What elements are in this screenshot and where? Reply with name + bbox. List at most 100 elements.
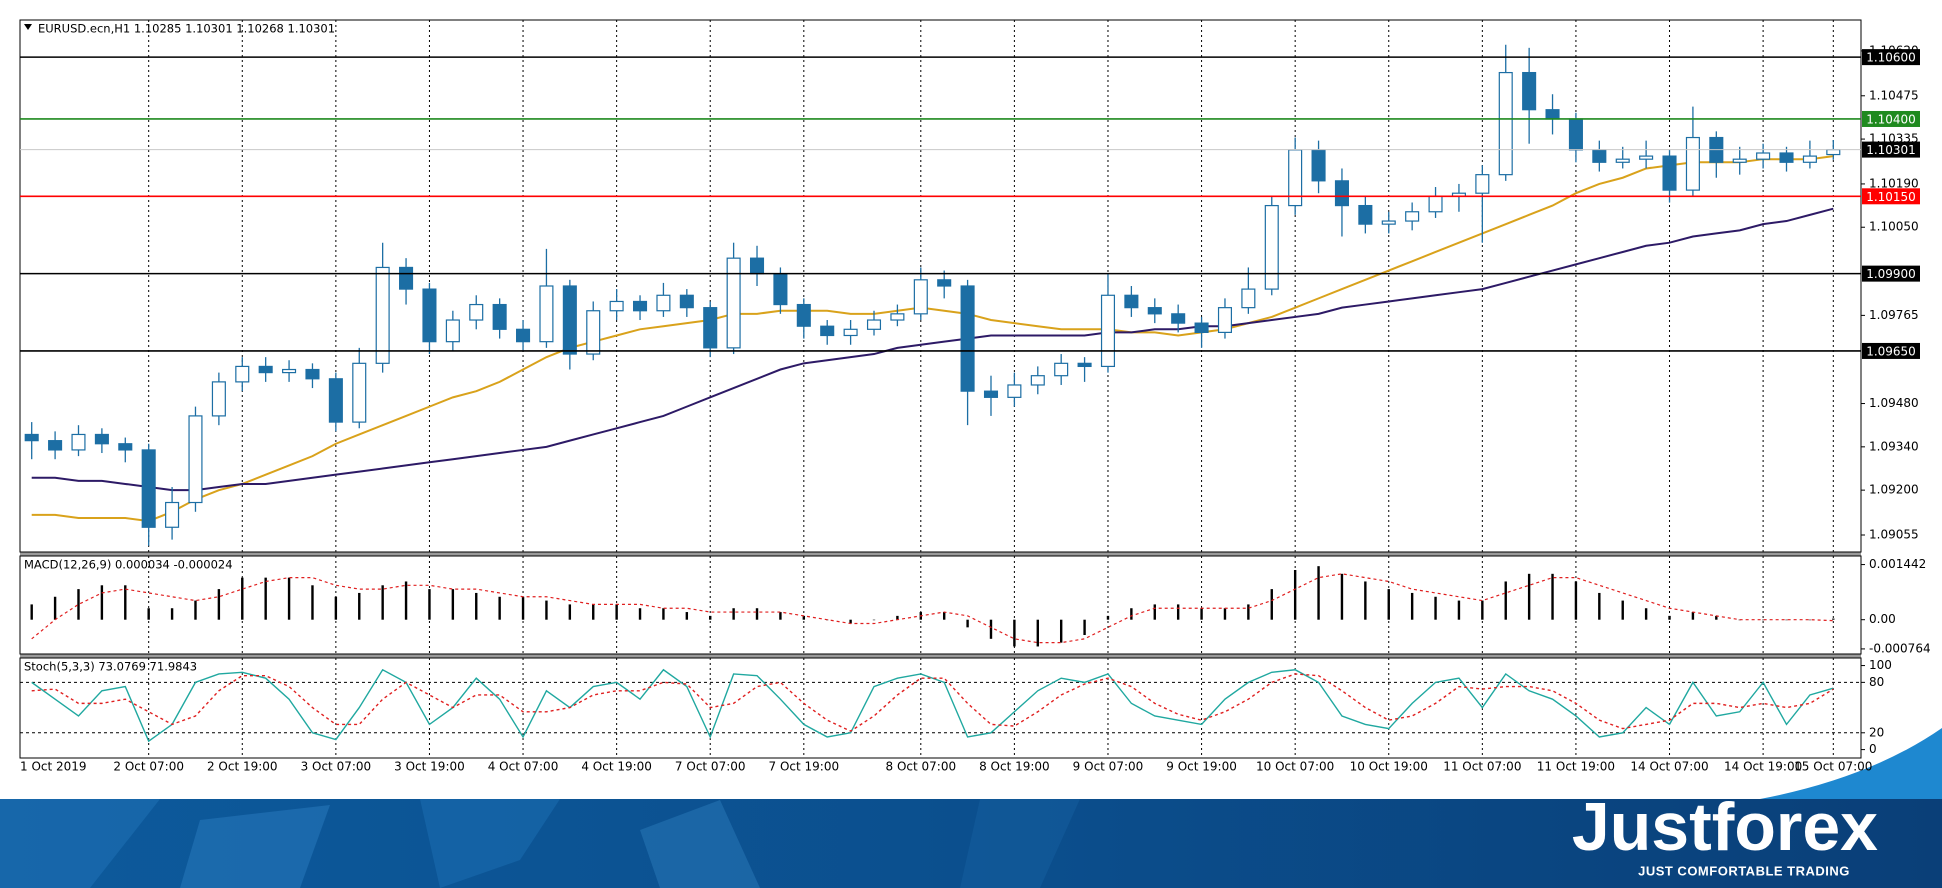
macd-bar bbox=[264, 577, 267, 620]
candle-body bbox=[1685, 136, 1700, 191]
macd-bar bbox=[475, 592, 478, 620]
macd-bar bbox=[1223, 608, 1227, 620]
x-tick-label: 7 Oct 07:00 bbox=[675, 760, 746, 774]
macd-bar bbox=[1457, 600, 1461, 620]
x-tick-label: 9 Oct 19:00 bbox=[1166, 760, 1237, 774]
level-label: 1.10150 bbox=[1866, 190, 1916, 204]
candle-body bbox=[48, 440, 63, 451]
candle-body bbox=[1498, 71, 1513, 176]
macd-bar bbox=[1668, 615, 1671, 620]
swoosh bbox=[1760, 728, 1942, 799]
level-box bbox=[1862, 342, 1920, 359]
stoch-line bbox=[31, 668, 1834, 743]
macd-bar bbox=[1644, 608, 1648, 620]
candle-body bbox=[24, 433, 39, 442]
macd-bar bbox=[498, 596, 501, 620]
macd-bar bbox=[1761, 619, 1765, 621]
macd-bar bbox=[1270, 589, 1273, 620]
x-tick-label: 4 Oct 19:00 bbox=[581, 760, 652, 774]
macd-bar bbox=[311, 585, 314, 620]
macd-bar bbox=[1317, 566, 1320, 620]
macd-bar bbox=[404, 581, 408, 620]
y-tick-label: 1.09055 bbox=[1869, 527, 1919, 541]
macd-bar bbox=[334, 596, 338, 620]
macd-bar bbox=[358, 592, 361, 620]
panel-title: MACD(12,26,9) 0.000034 -0.000024 bbox=[24, 558, 233, 572]
candle-body bbox=[399, 266, 414, 290]
macd-bar bbox=[1785, 619, 1788, 621]
macd-bar bbox=[615, 604, 618, 620]
candle-body bbox=[773, 273, 788, 306]
level-label: 1.10600 bbox=[1866, 51, 1916, 65]
candle-body bbox=[492, 303, 507, 330]
candle-body bbox=[1124, 294, 1139, 309]
candle-body bbox=[1030, 375, 1045, 386]
candle-body bbox=[866, 319, 882, 330]
candle-body bbox=[1756, 152, 1771, 160]
candle-body bbox=[1381, 220, 1396, 225]
candle-body bbox=[796, 303, 811, 327]
candle-body bbox=[1428, 195, 1443, 213]
x-tick-label: 2 Oct 07:00 bbox=[113, 760, 184, 774]
candle-body bbox=[165, 501, 180, 528]
candle-body bbox=[1007, 384, 1022, 398]
candle-body bbox=[1288, 149, 1303, 207]
tagline: JUST COMFORTABLE TRADING bbox=[1638, 863, 1850, 878]
macd-bar bbox=[638, 608, 642, 620]
banner-shape bbox=[180, 805, 330, 888]
candle-body bbox=[1241, 288, 1256, 309]
stoch-line bbox=[31, 673, 1834, 732]
macd-bar bbox=[521, 596, 525, 620]
y-tick-label: 0.001442 bbox=[1869, 557, 1926, 571]
y-tick-label: 80 bbox=[1869, 675, 1884, 689]
candle-body bbox=[609, 300, 624, 312]
macd-bar bbox=[1481, 600, 1484, 620]
candle-body bbox=[328, 378, 343, 423]
macd-bar bbox=[942, 612, 946, 620]
candle-body bbox=[211, 381, 226, 417]
x-tick-label: 4 Oct 07:00 bbox=[488, 760, 559, 774]
level-box bbox=[1862, 188, 1920, 205]
candle-body bbox=[1147, 307, 1162, 315]
x-tick-label: 2 Oct 19:00 bbox=[207, 760, 278, 774]
candle-body bbox=[516, 328, 531, 343]
candle-body bbox=[656, 294, 671, 312]
macd-bar bbox=[241, 577, 244, 620]
macd-bar bbox=[1691, 612, 1695, 620]
macd-bar bbox=[1715, 615, 1718, 620]
x-tick-label: 9 Oct 07:00 bbox=[1073, 760, 1144, 774]
candle-body bbox=[141, 449, 156, 528]
candle-body bbox=[469, 303, 484, 321]
candle-body bbox=[1194, 322, 1209, 333]
candle-body bbox=[1568, 118, 1583, 151]
candle-body bbox=[305, 368, 320, 380]
macd-bar bbox=[1059, 619, 1063, 643]
macd-bar bbox=[287, 577, 291, 620]
candle-body bbox=[1662, 155, 1677, 191]
panel-frame bbox=[19, 19, 1862, 553]
macd-bar bbox=[451, 589, 455, 620]
signal-line bbox=[31, 573, 1834, 644]
x-tick-label: 7 Oct 19:00 bbox=[769, 760, 840, 774]
macd-bar bbox=[662, 608, 665, 620]
candle-body bbox=[422, 288, 437, 343]
candle-body bbox=[1054, 362, 1069, 377]
candle-body bbox=[1077, 362, 1092, 368]
level-label: 1.09650 bbox=[1866, 344, 1916, 358]
banner-shape bbox=[0, 799, 160, 888]
level-box bbox=[1862, 265, 1920, 282]
macd-bar bbox=[592, 604, 595, 620]
candle-body bbox=[1639, 155, 1654, 160]
candle-body bbox=[352, 362, 367, 423]
x-tick-label: 10 Oct 19:00 bbox=[1350, 760, 1428, 774]
candle-body bbox=[1334, 180, 1349, 207]
candle-body bbox=[937, 279, 952, 287]
macd-bar bbox=[1200, 608, 1203, 620]
candle-body bbox=[1475, 174, 1490, 194]
banner-shape bbox=[640, 800, 760, 888]
macd-bar bbox=[779, 612, 782, 620]
candle-body bbox=[1732, 158, 1747, 163]
y-tick-label: 1.09200 bbox=[1869, 483, 1919, 497]
candle-body bbox=[258, 365, 273, 374]
